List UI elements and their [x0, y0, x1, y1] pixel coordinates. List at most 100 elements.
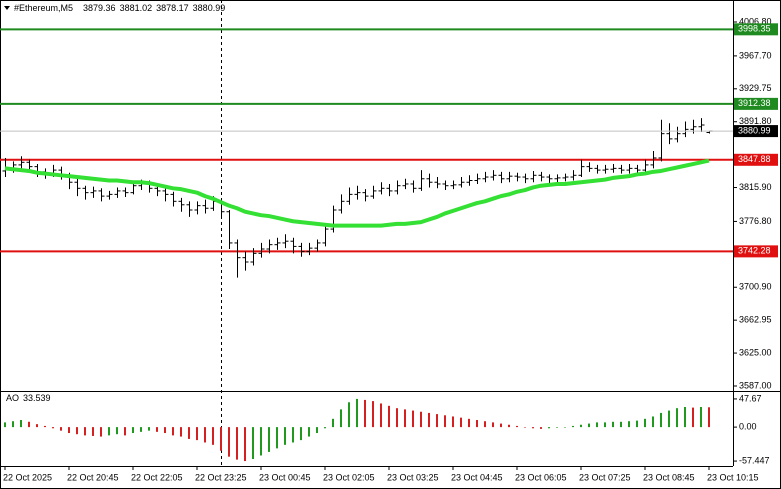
x-tick-label: 22 Oct 2025 — [3, 472, 52, 482]
ao-bar — [260, 427, 262, 456]
ao-bar — [708, 407, 710, 428]
ao-bar — [500, 423, 502, 428]
current-price-box — [734, 125, 778, 138]
ao-bar — [452, 416, 454, 428]
ao-bar — [548, 427, 550, 429]
ao-bar — [292, 427, 294, 443]
x-tick-label: 22 Oct 20:45 — [67, 472, 119, 482]
x-tick-label: 23 Oct 04:45 — [451, 472, 503, 482]
indicator-value: 33.539 — [23, 393, 51, 403]
ao-bar — [660, 412, 662, 428]
ao-bar — [44, 425, 46, 428]
ao-bar — [172, 427, 174, 436]
y-tick-label: 3776.80 — [739, 216, 772, 226]
ao-bar — [340, 409, 342, 428]
indicator-name: AO — [6, 393, 19, 403]
ao-bar — [580, 424, 582, 428]
ao-bar — [84, 427, 86, 436]
ao-bar — [36, 424, 38, 428]
level-label-box — [734, 153, 778, 166]
ao-bar — [564, 427, 566, 428]
symbol: #Ethereum,M5 — [14, 3, 73, 13]
ao-bar — [108, 427, 110, 436]
level-label: 3847.88 — [738, 154, 771, 164]
ao-bar — [316, 427, 318, 434]
title-high: 3881.02 — [120, 3, 153, 13]
ao-bar — [596, 422, 598, 428]
y2-tick-label: 0.00 — [739, 421, 757, 431]
ao-bar — [532, 427, 534, 429]
ao-bar — [404, 409, 406, 428]
indicator-title: AO 33.539 — [6, 393, 51, 403]
y-tick-label: 3662.95 — [739, 315, 772, 325]
ao-bar — [204, 427, 206, 443]
ao-bar — [460, 417, 462, 428]
y-tick-label: 3700.90 — [739, 282, 772, 292]
ao-bar — [364, 399, 366, 428]
y-tick-label: 4006.80 — [739, 16, 772, 26]
y-tick-label: 3815.90 — [739, 182, 772, 192]
ao-bar — [212, 427, 214, 445]
ao-bar — [492, 422, 494, 428]
ao-bar — [428, 412, 430, 428]
ao-bar — [276, 427, 278, 449]
x-tick-label: 23 Oct 06:05 — [515, 472, 567, 482]
ao-bar — [300, 427, 302, 441]
y-tick-label: 3967.70 — [739, 50, 772, 60]
ao-bar — [28, 421, 30, 428]
y2-tick-label: -57.447 — [739, 455, 770, 465]
x-tick-label: 23 Oct 02:05 — [323, 472, 375, 482]
ao-bar — [148, 427, 150, 431]
ao-bar — [76, 427, 78, 435]
ao-bar — [380, 403, 382, 428]
ao-bar — [124, 427, 126, 436]
ao-bar — [684, 407, 686, 428]
ao-bar — [652, 416, 654, 428]
ao-bar — [692, 407, 694, 428]
ao-bar — [484, 421, 486, 428]
x-tick-label: 23 Oct 00:45 — [259, 472, 311, 482]
ao-bar — [508, 424, 510, 428]
ao-bar — [68, 427, 70, 434]
level-label-box — [734, 23, 778, 36]
ao-bar — [612, 421, 614, 428]
y-tick-label: 3587.00 — [739, 380, 772, 390]
ao-bar — [620, 421, 622, 428]
ao-bar — [92, 427, 94, 436]
ao-bar — [556, 427, 558, 428]
ao-bar — [396, 408, 398, 428]
level-label: 3912.38 — [738, 98, 771, 108]
ao-bar — [308, 427, 310, 437]
ao-bar — [412, 410, 414, 428]
title-low: 3878.17 — [156, 3, 189, 13]
ao-bar — [116, 427, 118, 435]
level-label: 3742.28 — [738, 246, 771, 256]
ao-bar — [20, 420, 22, 428]
current-price-label: 3880.99 — [738, 125, 771, 135]
x-tick-label: 23 Oct 03:25 — [387, 472, 439, 482]
ao-bar — [476, 420, 478, 428]
ao-bar — [268, 427, 270, 452]
level-label-box — [734, 97, 778, 110]
ao-bar — [324, 427, 326, 429]
ao-bar — [100, 427, 102, 437]
level-label: 3998.35 — [738, 24, 771, 34]
x-tick-label: 23 Oct 07:25 — [579, 472, 631, 482]
ao-bar — [356, 398, 358, 428]
ao-bar — [132, 427, 134, 434]
level-label-box — [734, 245, 778, 258]
ao-bar — [4, 422, 6, 428]
ao-bar — [468, 418, 470, 428]
ao-bar — [52, 427, 54, 429]
chart-title: #Ethereum,M5 3879.36 3881.02 3878.17 3880.99 — [14, 3, 225, 13]
ao-bar — [348, 402, 350, 428]
ao-bar — [180, 427, 182, 437]
ao-bar — [60, 427, 62, 431]
ao-bar — [588, 423, 590, 428]
ao-bar — [636, 420, 638, 428]
y-tick-label: 3625.00 — [739, 347, 772, 357]
ao-bar — [516, 425, 518, 428]
ao-bar — [668, 410, 670, 428]
ao-bar — [12, 421, 14, 428]
